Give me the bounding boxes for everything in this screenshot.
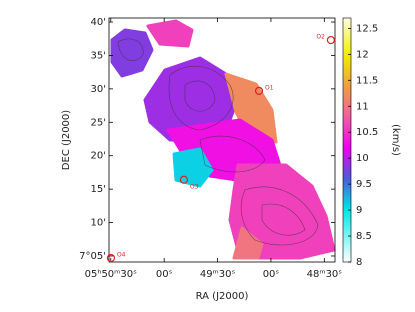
colorbar-tick-label: 8 — [356, 257, 362, 268]
colorbar-tick-label: 9 — [356, 205, 362, 216]
y-tick-label: 15' — [91, 184, 106, 195]
y-tick-label: 40' — [91, 17, 106, 28]
colorbar-tick-label: 8.5 — [356, 231, 372, 242]
source-label: O3 — [190, 183, 199, 190]
map-region — [224, 72, 278, 144]
colorbar-tick-label: 12.5 — [356, 23, 378, 34]
y-tick-label: 10' — [91, 218, 106, 229]
map-region — [228, 163, 336, 260]
y-tick-label: 25' — [91, 117, 106, 128]
colorbar-title: (km/s) — [390, 124, 401, 156]
y-tick-label: 35' — [91, 50, 106, 61]
map-region — [110, 28, 154, 78]
map-layer — [110, 19, 336, 260]
colorbar-tick-label: 11.5 — [356, 75, 378, 86]
x-axis-title: RA (J2000) — [196, 291, 249, 302]
map-region — [232, 226, 264, 260]
x-tick-label: 48ᵐ30ˢ — [307, 269, 343, 280]
y-tick-label: 30' — [91, 84, 106, 95]
x-tick-label: 00ˢ — [156, 269, 173, 280]
source-marker — [106, 253, 116, 263]
colorbar-tick-label: 12 — [356, 49, 369, 60]
colorbar-tick-label: 9.5 — [356, 179, 372, 190]
y-tick-label: 20' — [91, 151, 106, 162]
colorbar-tick-label: 10 — [356, 153, 369, 164]
y-axis-title: DEC (J2000) — [61, 110, 72, 170]
colorbar-tick-label: 11 — [356, 101, 369, 112]
contours — [117, 38, 319, 246]
x-tick-label: 00ˢ — [263, 269, 280, 280]
source-label: O4 — [117, 251, 126, 258]
colorbar — [342, 17, 352, 263]
map-region — [146, 19, 194, 48]
source-label: O2 — [316, 34, 325, 41]
x-tick-label: 49ᵐ30ˢ — [200, 269, 236, 280]
colorbar-tick-label: 10.5 — [356, 127, 378, 138]
x-tick-label: 05ʰ50ᵐ30ˢ — [85, 269, 137, 280]
source-marker — [254, 86, 264, 95]
plot-frame — [108, 17, 336, 263]
source-marker — [326, 35, 336, 45]
y-tick-label: 7°05' — [79, 251, 106, 262]
source-marker — [179, 175, 189, 184]
source-label: O1 — [265, 84, 274, 91]
